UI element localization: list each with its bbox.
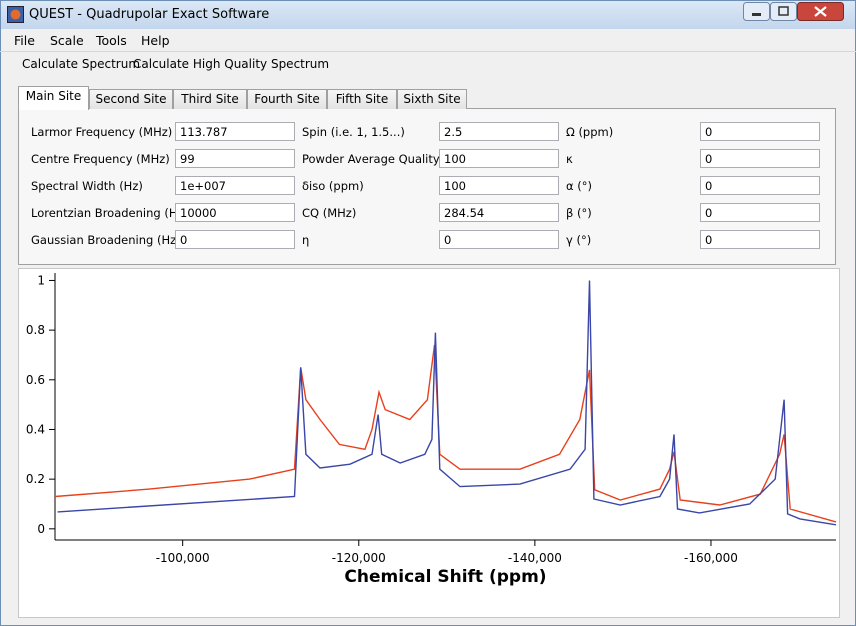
field-label: CQ (MHz) bbox=[302, 206, 357, 220]
x-tick-label: -140,000 bbox=[508, 551, 562, 565]
x-axis-label: Chemical Shift (ppm) bbox=[344, 567, 546, 587]
field-input[interactable]: 99 bbox=[175, 149, 295, 168]
tab[interactable]: Third Site bbox=[173, 89, 247, 109]
menu-item[interactable]: Tools bbox=[96, 33, 127, 48]
tab[interactable]: Fourth Site bbox=[247, 89, 327, 109]
y-tick-label: 0 bbox=[37, 522, 45, 536]
field-label: β (°) bbox=[566, 206, 592, 220]
field-label: Spin (i.e. 1, 1.5...) bbox=[302, 125, 405, 139]
y-tick-label: 1 bbox=[37, 273, 45, 287]
field-label: Gaussian Broadening (Hz) bbox=[31, 233, 181, 247]
tab[interactable]: Main Site bbox=[18, 86, 89, 110]
field-input[interactable]: 0 bbox=[175, 230, 295, 249]
spectrum-line bbox=[54, 344, 837, 523]
site-panel bbox=[18, 108, 836, 265]
window-title: QUEST - Quadrupolar Exact Software bbox=[29, 7, 270, 22]
field-label: Spectral Width (Hz) bbox=[31, 179, 143, 193]
y-tick-label: 0.6 bbox=[26, 373, 45, 387]
x-tick-label: -120,000 bbox=[332, 551, 386, 565]
field-input[interactable]: 0 bbox=[700, 230, 820, 249]
y-tick-label: 0.8 bbox=[26, 323, 45, 337]
field-input[interactable]: 100 bbox=[439, 149, 559, 168]
window-controls[interactable] bbox=[743, 2, 851, 22]
toolbar-button[interactable]: Calculate Spectrum bbox=[22, 57, 141, 71]
x-tick-label: -100,000 bbox=[156, 551, 210, 565]
tab[interactable]: Fifth Site bbox=[327, 89, 397, 109]
field-input[interactable]: 0 bbox=[700, 122, 820, 141]
field-label: η bbox=[302, 233, 310, 247]
menu-item[interactable]: Help bbox=[141, 33, 170, 48]
field-label: Larmor Frequency (MHz) bbox=[31, 125, 173, 139]
field-label: Centre Frequency (MHz) bbox=[31, 152, 170, 166]
field-input[interactable]: 113.787 bbox=[175, 122, 295, 141]
menu-item[interactable]: File bbox=[14, 33, 35, 48]
tab[interactable]: Second Site bbox=[89, 89, 173, 109]
field-input[interactable]: 284.54 bbox=[439, 203, 559, 222]
field-input[interactable]: 10000 bbox=[175, 203, 295, 222]
field-label: Ω (ppm) bbox=[566, 125, 614, 139]
field-label: κ bbox=[566, 152, 573, 166]
x-tick-label: -160,000 bbox=[684, 551, 738, 565]
field-label: Powder Average Quality bbox=[302, 152, 440, 166]
app-icon bbox=[7, 6, 24, 23]
field-input[interactable]: 2.5 bbox=[439, 122, 559, 141]
y-tick-label: 0.4 bbox=[26, 422, 45, 436]
toolbar-button[interactable]: Calculate High Quality Spectrum bbox=[133, 57, 330, 71]
field-label: γ (°) bbox=[566, 233, 592, 247]
field-label: Lorentzian Broadening (Hz) bbox=[31, 206, 189, 220]
field-input[interactable]: 100 bbox=[439, 176, 559, 195]
field-input[interactable]: 0 bbox=[700, 203, 820, 222]
title-bar: QUEST - Quadrupolar Exact Software bbox=[1, 1, 855, 29]
field-input[interactable]: 1e+007 bbox=[175, 176, 295, 195]
chart-frame bbox=[18, 268, 840, 618]
field-input[interactable]: 0 bbox=[439, 230, 559, 249]
field-label: δiso (ppm) bbox=[302, 179, 364, 193]
field-label: α (°) bbox=[566, 179, 592, 193]
field-input[interactable]: 0 bbox=[700, 176, 820, 195]
spectrum-line bbox=[57, 280, 837, 526]
field-input[interactable]: 0 bbox=[700, 149, 820, 168]
menu-item[interactable]: Scale bbox=[50, 33, 84, 48]
tab[interactable]: Sixth Site bbox=[397, 89, 467, 109]
y-tick-label: 0.2 bbox=[26, 472, 45, 486]
menu-separator bbox=[0, 51, 856, 52]
